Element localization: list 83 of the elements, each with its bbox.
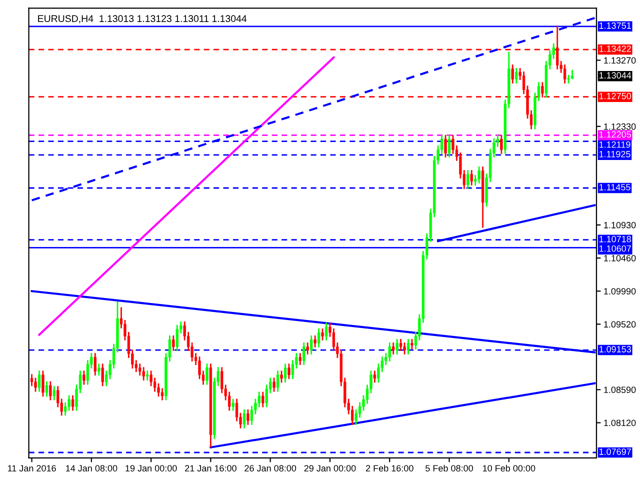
candlestick	[470, 170, 473, 186]
x-tick-label: 26 Jan 08:00	[244, 465, 296, 472]
x-tick-label: 11 Jan 2016	[8, 465, 56, 472]
candlestick	[321, 328, 324, 340]
candlestick	[38, 370, 41, 392]
x-tick-label: 5 Feb 08:00	[426, 464, 473, 472]
candlestick	[276, 370, 280, 392]
ref-line-label: 1.10607	[599, 245, 631, 252]
candlestick	[392, 342, 395, 354]
ref-line-label: 1.13422	[599, 46, 631, 52]
ref-line-label: 1.11925	[599, 150, 630, 158]
candlestick	[45, 381, 48, 397]
x-tick-label: 14 Jan 08:00	[66, 465, 118, 472]
candlestick	[272, 378, 276, 392]
y-tick-label: 1.08590	[604, 386, 636, 394]
y-tick-label: 1.09990	[604, 288, 636, 294]
x-tick-label: 21 Jan 16:00	[185, 465, 236, 472]
candlestick	[563, 64, 566, 84]
candlestick	[288, 364, 290, 380]
y-tick-label: 1.10460	[604, 254, 636, 262]
candlestick	[324, 322, 328, 340]
candlestick	[448, 134, 451, 158]
candlestick	[30, 374, 34, 386]
candlestick	[399, 338, 402, 351]
candlestick	[515, 68, 518, 84]
candlestick	[262, 392, 264, 408]
candlestick	[406, 338, 410, 354]
candlestick	[403, 342, 406, 354]
candlestick	[101, 364, 104, 386]
y-tick-label: 1.09520	[604, 321, 636, 328]
candlestick	[206, 364, 208, 385]
x-tick-label: 29 Jan 00:00	[304, 465, 356, 472]
ref-line-label: 1.10718	[599, 236, 631, 242]
candlestick	[478, 166, 480, 184]
candlestick	[511, 64, 514, 84]
candlestick	[280, 370, 283, 383]
ref-line-label: 1.13751	[599, 22, 631, 29]
candlestick	[466, 170, 470, 190]
candlestick	[82, 370, 86, 385]
text: 1.13044	[599, 72, 632, 79]
candlestick	[42, 370, 44, 397]
y-tick-label: 1.13270	[604, 57, 636, 64]
candlestick	[388, 342, 391, 362]
candlestick	[71, 395, 74, 411]
candlestick	[235, 398, 238, 422]
candlestick	[172, 335, 175, 351]
candlestick	[410, 338, 414, 350]
candlestick	[317, 328, 320, 348]
candlestick	[52, 386, 56, 400]
candlestick	[242, 409, 246, 428]
ref-line-label: 1.12119	[599, 141, 630, 148]
ref-line-label: 1.07697	[599, 448, 631, 455]
candlestick	[500, 134, 503, 154]
candlestick	[34, 378, 37, 392]
candlestick	[310, 335, 313, 354]
y-tick-label: 1.10930	[604, 222, 636, 228]
x-tick-label: 10 Feb 00:00	[482, 464, 536, 472]
candlestick	[246, 409, 250, 425]
candlestick	[142, 367, 145, 380]
candlestick	[444, 134, 447, 158]
candlestick	[160, 388, 164, 400]
candlestick	[284, 364, 287, 383]
candlestick	[232, 398, 234, 411]
candlestick	[396, 338, 398, 354]
ref-line-label: 1.12205	[599, 131, 632, 138]
candlestick	[306, 342, 309, 354]
candlestick	[302, 342, 306, 366]
x-tick-label: 19 Jan 00:00	[126, 465, 177, 472]
candlestick	[373, 370, 376, 383]
candlestick	[94, 353, 96, 376]
y-tick-label: 1.08120	[604, 420, 636, 426]
text: EURUSD,H4 1.13013 1.13123 1.13011 1.13044	[38, 15, 247, 24]
ref-line-label: 1.12750	[599, 92, 632, 100]
x-tick-label: 2 Feb 16:00	[366, 464, 414, 472]
candlestick	[298, 353, 302, 366]
y-tick-label: 1.12330	[604, 123, 636, 130]
candlestick	[176, 324, 178, 351]
candlestick	[98, 364, 100, 376]
candlestick	[314, 335, 316, 348]
ref-line-label: 1.11455	[599, 184, 630, 190]
ref-line-label: 1.09153	[599, 346, 631, 352]
candlestick	[49, 381, 52, 400]
candlestick	[146, 370, 149, 380]
